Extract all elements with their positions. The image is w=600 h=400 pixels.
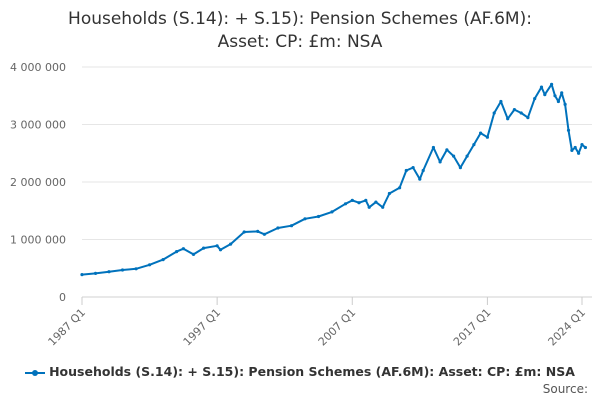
- data-point[interactable]: [499, 99, 503, 104]
- source-label: Source:: [542, 382, 588, 396]
- data-point[interactable]: [563, 102, 567, 106]
- data-series: [80, 82, 588, 277]
- chart-title-line-2: Asset: CP: £m: NSA: [217, 32, 383, 52]
- data-point[interactable]: [526, 116, 530, 120]
- data-point[interactable]: [472, 143, 476, 147]
- data-point[interactable]: [492, 111, 496, 115]
- data-point[interactable]: [202, 246, 206, 250]
- data-point[interactable]: [438, 160, 442, 164]
- data-point[interactable]: [387, 191, 391, 196]
- data-point[interactable]: [120, 268, 125, 272]
- data-point[interactable]: [577, 151, 581, 155]
- x-tick-label: 1987 Q1: [46, 306, 89, 349]
- x-axis-tick-labels: 1987 Q1 1997 Q1 2007 Q1 2017 Q1 2024 Q1: [46, 306, 589, 349]
- chart-title-line-1: Households (S.14): + S.15): Pension Sche…: [68, 9, 532, 29]
- data-point[interactable]: [289, 224, 294, 228]
- chart-title: Households (S.14): + S.15): Pension Sche…: [0, 8, 600, 54]
- data-point[interactable]: [533, 97, 537, 101]
- data-point[interactable]: [560, 91, 564, 95]
- data-point[interactable]: [343, 202, 348, 206]
- data-point[interactable]: [229, 242, 233, 246]
- data-point[interactable]: [418, 177, 422, 181]
- data-point[interactable]: [181, 247, 185, 251]
- data-point[interactable]: [93, 271, 98, 275]
- data-point[interactable]: [357, 201, 361, 205]
- data-point[interactable]: [580, 143, 584, 147]
- data-point[interactable]: [316, 214, 321, 219]
- data-point[interactable]: [374, 200, 378, 204]
- data-point[interactable]: [107, 270, 111, 274]
- data-point[interactable]: [411, 166, 415, 170]
- data-point[interactable]: [452, 154, 456, 158]
- data-point[interactable]: [485, 135, 489, 139]
- data-point[interactable]: [519, 111, 523, 115]
- data-point[interactable]: [570, 148, 574, 152]
- data-point[interactable]: [573, 145, 577, 150]
- legend-line-marker-icon: [25, 368, 46, 378]
- data-point[interactable]: [161, 258, 165, 262]
- y-tick-label: 1 000 000: [10, 234, 66, 247]
- data-point[interactable]: [148, 263, 152, 267]
- data-point[interactable]: [350, 198, 354, 202]
- data-point[interactable]: [550, 82, 554, 86]
- data-point[interactable]: [303, 217, 307, 221]
- x-tick-label: 2007 Q1: [316, 306, 359, 349]
- y-tick-label: 3 000 000: [10, 119, 66, 132]
- data-point[interactable]: [512, 108, 517, 112]
- x-tick-label: 1997 Q1: [181, 306, 224, 349]
- data-point[interactable]: [381, 205, 385, 209]
- data-point[interactable]: [276, 226, 280, 230]
- data-point[interactable]: [256, 229, 260, 233]
- data-point[interactable]: [398, 186, 402, 190]
- data-point[interactable]: [566, 128, 571, 132]
- data-point[interactable]: [364, 198, 368, 202]
- data-point[interactable]: [465, 154, 469, 158]
- data-point[interactable]: [506, 117, 510, 121]
- data-point[interactable]: [330, 210, 334, 214]
- data-point[interactable]: [80, 273, 84, 277]
- data-point[interactable]: [262, 232, 266, 236]
- data-point[interactable]: [583, 145, 588, 150]
- y-tick-label: 2 000 000: [10, 176, 66, 189]
- y-axis-tick-labels: 0 1 000 000 2 000 000 3 000 000 4 000 000: [10, 61, 66, 304]
- data-point[interactable]: [367, 205, 371, 209]
- legend[interactable]: Households (S.14): + S.15): Pension Sche…: [0, 364, 600, 379]
- data-point[interactable]: [458, 166, 462, 170]
- y-tick-label: 4 000 000: [10, 61, 66, 74]
- data-point[interactable]: [134, 267, 138, 271]
- data-point[interactable]: [479, 131, 483, 135]
- series-line: [81, 83, 587, 276]
- x-tick-label: 2017 Q1: [451, 306, 494, 349]
- grid-lines: [82, 66, 592, 298]
- y-tick-label: 0: [59, 291, 66, 304]
- data-point[interactable]: [191, 252, 196, 256]
- data-point[interactable]: [539, 85, 544, 89]
- legend-label: Households (S.14): + S.15): Pension Sche…: [49, 364, 575, 379]
- data-point[interactable]: [543, 93, 547, 97]
- data-point[interactable]: [421, 168, 425, 173]
- x-tick-label: 2024 Q1: [546, 306, 589, 349]
- x-axis: [81, 297, 583, 305]
- data-point[interactable]: [242, 230, 246, 234]
- data-point[interactable]: [175, 250, 179, 254]
- data-point[interactable]: [553, 94, 557, 98]
- data-point[interactable]: [445, 148, 449, 152]
- data-point[interactable]: [215, 244, 219, 248]
- data-point[interactable]: [404, 168, 408, 173]
- data-point[interactable]: [556, 99, 561, 104]
- data-point[interactable]: [218, 248, 223, 252]
- data-point[interactable]: [431, 145, 435, 150]
